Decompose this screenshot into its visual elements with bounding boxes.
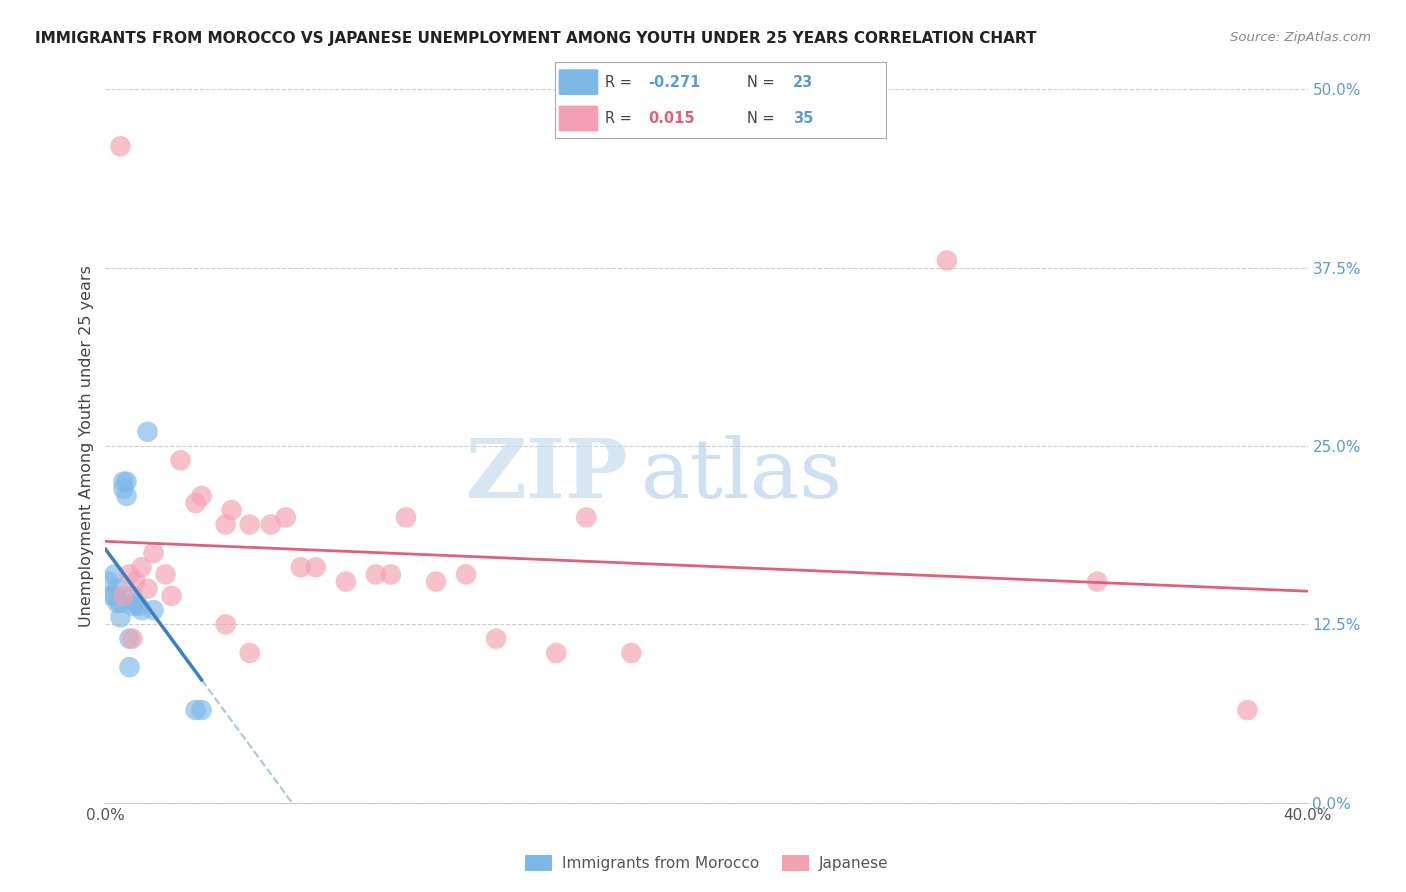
Point: [131, 560, 153, 574]
Point: [155, 567, 177, 582]
Point: [115, 489, 138, 503]
Point: [136, 582, 159, 596]
Point: [620, 646, 643, 660]
Point: [107, 596, 129, 610]
Point: [936, 253, 959, 268]
Point: [546, 646, 568, 660]
Text: N =: N =: [747, 75, 779, 90]
Point: [118, 632, 141, 646]
Point: [184, 496, 207, 510]
Point: [112, 475, 135, 489]
Point: [290, 560, 312, 574]
Point: [1236, 703, 1258, 717]
Point: [160, 589, 183, 603]
Point: [575, 510, 598, 524]
FancyBboxPatch shape: [558, 70, 599, 95]
Point: [335, 574, 357, 589]
Point: [305, 560, 328, 574]
Point: [112, 589, 135, 603]
Text: N =: N =: [747, 111, 779, 126]
Point: [110, 596, 132, 610]
Text: -0.271: -0.271: [648, 75, 700, 90]
Point: [124, 574, 146, 589]
Point: [118, 567, 141, 582]
Point: [110, 139, 132, 153]
Y-axis label: Unemployment Among Youth under 25 years: Unemployment Among Youth under 25 years: [79, 265, 94, 627]
Point: [100, 589, 122, 603]
Point: [121, 632, 143, 646]
Point: [184, 703, 207, 717]
Point: [121, 589, 143, 603]
Text: 35: 35: [793, 111, 814, 126]
Point: [239, 517, 262, 532]
Text: atlas: atlas: [640, 434, 842, 515]
Text: ZIP: ZIP: [465, 434, 628, 515]
Point: [124, 596, 146, 610]
Point: [190, 489, 212, 503]
Text: IMMIGRANTS FROM MOROCCO VS JAPANESE UNEMPLOYMENT AMONG YOUTH UNDER 25 YEARS CORR: IMMIGRANTS FROM MOROCCO VS JAPANESE UNEM…: [35, 31, 1036, 46]
Point: [364, 567, 387, 582]
Point: [103, 567, 125, 582]
Text: Source: ZipAtlas.com: Source: ZipAtlas.com: [1230, 31, 1371, 45]
Point: [239, 646, 262, 660]
Text: 0.015: 0.015: [648, 111, 695, 126]
Point: [121, 599, 143, 613]
Point: [425, 574, 447, 589]
Point: [221, 503, 243, 517]
Point: [485, 632, 508, 646]
Point: [142, 546, 165, 560]
Point: [214, 617, 236, 632]
Point: [115, 475, 138, 489]
Point: [274, 510, 297, 524]
Text: R =: R =: [605, 75, 637, 90]
FancyBboxPatch shape: [558, 105, 599, 131]
Point: [128, 599, 150, 613]
Point: [103, 589, 125, 603]
Point: [131, 603, 153, 617]
Point: [169, 453, 191, 467]
Point: [1085, 574, 1108, 589]
Point: [214, 517, 236, 532]
Legend: Immigrants from Morocco, Japanese: Immigrants from Morocco, Japanese: [519, 849, 894, 877]
Point: [112, 482, 135, 496]
Point: [118, 660, 141, 674]
Point: [395, 510, 418, 524]
Point: [97, 574, 120, 589]
Point: [110, 610, 132, 624]
Point: [380, 567, 402, 582]
Point: [107, 582, 129, 596]
Point: [260, 517, 283, 532]
Point: [136, 425, 159, 439]
Point: [190, 703, 212, 717]
Point: [454, 567, 477, 582]
Text: 23: 23: [793, 75, 814, 90]
Text: R =: R =: [605, 111, 641, 126]
Point: [142, 603, 165, 617]
